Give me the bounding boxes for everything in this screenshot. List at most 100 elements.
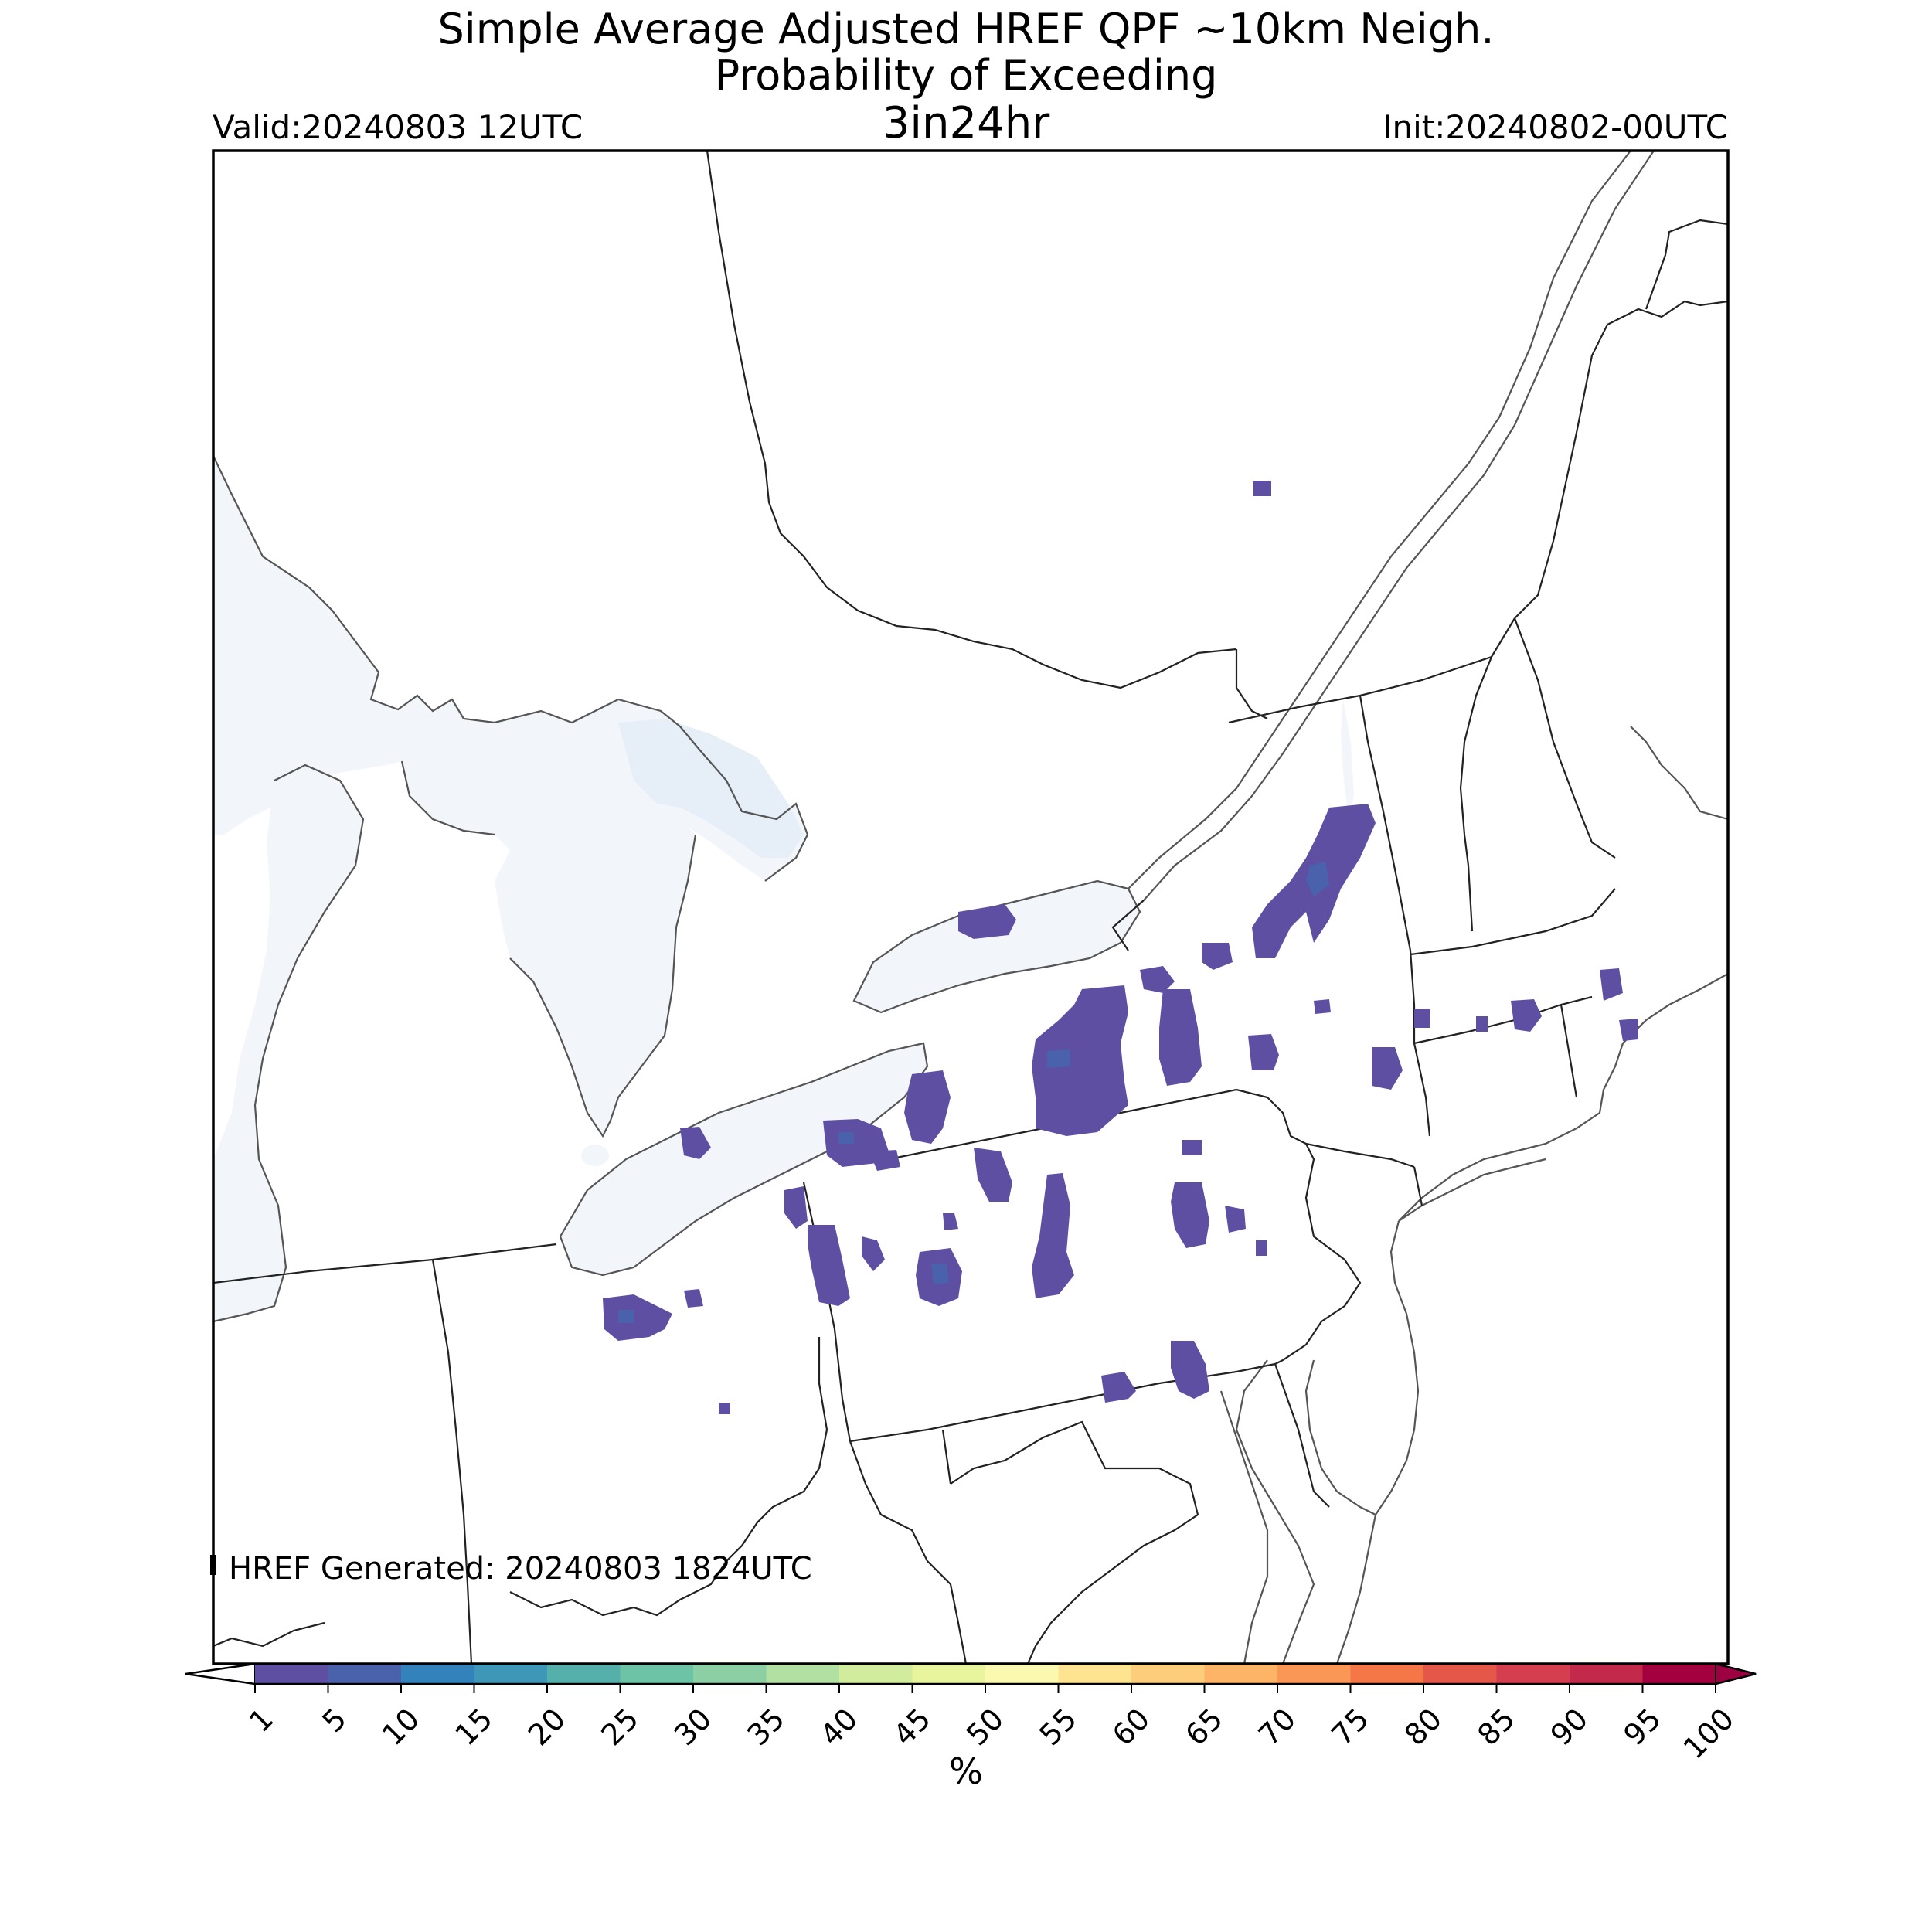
colorbar-swatch — [1570, 1664, 1643, 1684]
prob-area-finger-lakes — [1032, 985, 1128, 1136]
prob-area-ohio-1 — [603, 1294, 672, 1341]
colorbar-tick-label: 80 — [1398, 1702, 1448, 1752]
prob-area-buffalo-core — [838, 1132, 854, 1144]
prob-area-lake-erie-south — [680, 1127, 711, 1159]
generated-timestamp: HREF Generated: 20240803 1824UTC — [229, 1551, 812, 1587]
map-title: Simple Average Adjusted HREF QPF ~10km N… — [437, 5, 1495, 53]
colorbar-swatch — [547, 1664, 621, 1684]
colorbar-tick-label: 65 — [1179, 1702, 1229, 1752]
prob-area-ma-1 — [1600, 968, 1623, 1001]
colorbar-tick-label: 1 — [243, 1702, 280, 1739]
colorbar-swatch — [1496, 1664, 1570, 1684]
colorbar-tick-label: 35 — [740, 1702, 791, 1752]
colorbar-tick-label: 55 — [1032, 1702, 1083, 1752]
colorbar-tick-label: 50 — [960, 1702, 1010, 1752]
map-content — [213, 151, 1728, 1664]
prob-area-pa-central-4-core — [931, 1264, 949, 1284]
threshold-label: 3in24hr — [882, 98, 1050, 148]
colorbar-swatch — [255, 1664, 328, 1684]
colorbar-swatch — [839, 1664, 913, 1684]
lake-st-clair — [581, 1145, 609, 1166]
prob-area-pa-east-2 — [1171, 1182, 1209, 1248]
probability-contours — [603, 481, 1638, 1414]
colorbar-tick-label: 20 — [522, 1702, 572, 1752]
colorbar-swatch — [1350, 1664, 1424, 1684]
colorbar-swatches — [185, 1662, 1757, 1685]
colorbar-swatch — [1204, 1664, 1278, 1684]
left-edge-marker — [210, 1555, 216, 1575]
valid-time-label: Valid:20240803 12UTC — [213, 108, 583, 146]
prob-area-ny-6 — [1372, 1047, 1403, 1090]
prob-area-ontario-north — [1253, 481, 1271, 496]
prob-area-ct-2 — [1476, 1016, 1488, 1032]
map-subtitle: Probability of Exceeding — [714, 51, 1218, 100]
prob-area-ny-1 — [1202, 943, 1233, 970]
colorbar-tick-label: 95 — [1617, 1702, 1667, 1752]
colorbar-unit-label: % — [949, 1750, 983, 1792]
colorbar-swatch — [1131, 1664, 1205, 1684]
colorbar-tick-label: 90 — [1544, 1702, 1594, 1752]
colorbar-tick-label: 60 — [1106, 1702, 1156, 1752]
prob-area-pa-east-3 — [1225, 1206, 1246, 1233]
prob-area-ohio-1-core — [618, 1310, 634, 1323]
colorbar-swatch — [401, 1664, 474, 1684]
colorbar-swatch — [1277, 1664, 1351, 1684]
colorbar-tick-label: 70 — [1252, 1702, 1302, 1752]
prob-area-ohio-2 — [684, 1289, 703, 1308]
prob-area-finger-lakes-core — [1047, 1049, 1070, 1068]
colorbar-tick-label: 45 — [886, 1702, 937, 1752]
prob-area-pa-nw-3 — [862, 1236, 885, 1271]
prob-area-ct-3 — [1511, 999, 1542, 1032]
colorbar-tick-label: 5 — [315, 1702, 352, 1739]
prob-area-ny-pa-1 — [869, 1150, 900, 1171]
colorbar-swatch — [912, 1664, 986, 1684]
prob-area-ri-1 — [1619, 1019, 1638, 1041]
colorbar-under-arrow — [185, 1662, 256, 1685]
prob-area-ohio-3 — [719, 1403, 730, 1414]
colorbar-tick-label: 10 — [376, 1702, 426, 1752]
georgian-bay — [618, 719, 804, 858]
prob-area-pa-south-1 — [1101, 1372, 1136, 1403]
colorbar-swatch — [620, 1664, 694, 1684]
colorbar-swatch — [1058, 1664, 1132, 1684]
prob-area-ny-2 — [1140, 966, 1175, 993]
colorbar-swatch — [474, 1664, 548, 1684]
colorbar-tick-label: 25 — [594, 1702, 645, 1752]
colorbar-tick-label: 15 — [448, 1702, 498, 1752]
lake-michigan — [213, 765, 363, 1321]
prob-area-pa-nw-1 — [784, 1186, 808, 1229]
colorbar-swatch — [693, 1664, 767, 1684]
prob-area-lake-ontario — [958, 904, 1016, 939]
coastlines — [213, 151, 1728, 1664]
init-time-label: Init:20240802-00UTC — [1383, 108, 1728, 146]
colorbar-swatch — [1642, 1664, 1716, 1684]
colorbar-swatch — [985, 1664, 1059, 1684]
lake-erie — [560, 1043, 927, 1275]
prob-area-pa-central-2 — [1032, 1173, 1074, 1298]
prob-area-pa-central-1 — [974, 1148, 1012, 1202]
prob-area-adirondacks-core — [1306, 862, 1329, 896]
colorbar-over-arrow — [1715, 1662, 1757, 1685]
state-borders — [213, 617, 1616, 1664]
colorbar-swatch — [766, 1664, 840, 1684]
prob-area-pa-south-2 — [1171, 1341, 1209, 1399]
prob-area-ny-3 — [1159, 989, 1202, 1086]
lake-champlain — [1341, 699, 1354, 819]
lake-huron — [402, 742, 696, 1136]
prob-area-pa-east-4 — [1256, 1240, 1267, 1256]
lake-ontario — [854, 881, 1140, 1012]
prob-area-ct-1 — [1414, 1009, 1430, 1028]
prob-area-pa-east-1 — [1182, 1140, 1202, 1155]
prob-area-ny-5 — [1314, 999, 1331, 1014]
colorbar-swatch — [1423, 1664, 1497, 1684]
prob-area-pa-central-3 — [943, 1213, 958, 1230]
prob-area-ny-4 — [1248, 1034, 1279, 1070]
colorbar-tick-label: 85 — [1471, 1702, 1521, 1752]
prob-area-western-ny — [904, 1070, 951, 1144]
colorbar-tick-label: 75 — [1325, 1702, 1375, 1752]
colorbar-swatch — [328, 1664, 402, 1684]
colorbar-tick-label: 40 — [814, 1702, 864, 1752]
prob-area-pa-nw-2 — [808, 1225, 850, 1306]
